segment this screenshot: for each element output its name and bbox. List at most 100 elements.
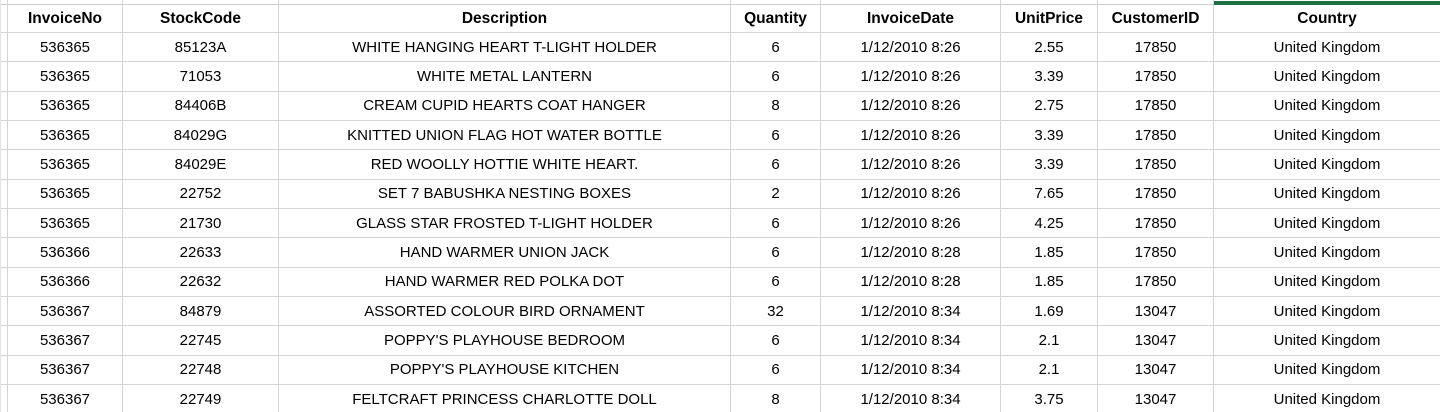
cell-unitprice[interactable]: 1.85 bbox=[1001, 267, 1098, 298]
cell-country[interactable]: United Kingdom bbox=[1214, 62, 1440, 92]
cell-customerid[interactable]: 17850 bbox=[1098, 150, 1214, 180]
cell-unitprice[interactable]: 2.55 bbox=[1001, 33, 1098, 63]
cell-quantity[interactable]: 6 bbox=[731, 355, 821, 386]
cell-quantity[interactable]: 32 bbox=[731, 297, 821, 327]
cell-unitprice[interactable]: 7.65 bbox=[1001, 179, 1098, 210]
cell-quantity[interactable]: 2 bbox=[731, 179, 821, 210]
cell-country[interactable]: United Kingdom bbox=[1214, 238, 1440, 268]
cell-quantity[interactable]: 6 bbox=[731, 267, 821, 298]
cell-invoicedate[interactable]: 1/12/2010 8:34 bbox=[821, 385, 1001, 412]
cell-quantity[interactable]: 6 bbox=[731, 326, 821, 356]
cell-invoicedate[interactable]: 1/12/2010 8:26 bbox=[821, 91, 1001, 122]
cell-stockcode[interactable]: 85123A bbox=[123, 33, 279, 63]
cell-invoiceno[interactable]: 536366 bbox=[8, 267, 123, 298]
cell-stockcode[interactable]: 84879 bbox=[123, 297, 279, 327]
header-cell-unitprice[interactable]: UnitPrice bbox=[1001, 5, 1098, 33]
cell-description[interactable]: CREAM CUPID HEARTS COAT HANGER bbox=[279, 91, 731, 122]
cell-invoicedate[interactable]: 1/12/2010 8:26 bbox=[821, 209, 1001, 239]
cell-country[interactable]: United Kingdom bbox=[1214, 179, 1440, 210]
cell-country[interactable]: United Kingdom bbox=[1214, 121, 1440, 151]
cell-invoicedate[interactable]: 1/12/2010 8:26 bbox=[821, 121, 1001, 151]
cell-description[interactable]: SET 7 BABUSHKA NESTING BOXES bbox=[279, 179, 731, 210]
cell-description[interactable]: KNITTED UNION FLAG HOT WATER BOTTLE bbox=[279, 121, 731, 151]
cell-customerid[interactable]: 13047 bbox=[1098, 326, 1214, 356]
cell-stockcode[interactable]: 21730 bbox=[123, 209, 279, 239]
cell-invoiceno[interactable]: 536365 bbox=[8, 150, 123, 180]
cell-unitprice[interactable]: 1.69 bbox=[1001, 297, 1098, 327]
cell-customerid[interactable]: 17850 bbox=[1098, 62, 1214, 92]
cell-country[interactable]: United Kingdom bbox=[1214, 326, 1440, 356]
cell-stockcode[interactable]: 84029E bbox=[123, 150, 279, 180]
cell-stockcode[interactable]: 84406B bbox=[123, 91, 279, 122]
cell-customerid[interactable]: 13047 bbox=[1098, 355, 1214, 386]
cell-customerid[interactable]: 17850 bbox=[1098, 238, 1214, 268]
cell-description[interactable]: HAND WARMER UNION JACK bbox=[279, 238, 731, 268]
cell-description[interactable]: GLASS STAR FROSTED T-LIGHT HOLDER bbox=[279, 209, 731, 239]
cell-quantity[interactable]: 6 bbox=[731, 209, 821, 239]
cell-unitprice[interactable]: 2.1 bbox=[1001, 355, 1098, 386]
cell-stockcode[interactable]: 22745 bbox=[123, 326, 279, 356]
cell-customerid[interactable]: 17850 bbox=[1098, 267, 1214, 298]
cell-quantity[interactable]: 6 bbox=[731, 238, 821, 268]
cell-invoiceno[interactable]: 536367 bbox=[8, 326, 123, 356]
cell-unitprice[interactable]: 3.75 bbox=[1001, 385, 1098, 412]
cell-unitprice[interactable]: 3.39 bbox=[1001, 121, 1098, 151]
cell-invoiceno[interactable]: 536367 bbox=[8, 297, 123, 327]
cell-unitprice[interactable]: 2.1 bbox=[1001, 326, 1098, 356]
cell-customerid[interactable]: 17850 bbox=[1098, 209, 1214, 239]
header-cell-invoicedate[interactable]: InvoiceDate bbox=[821, 5, 1001, 33]
cell-invoicedate[interactable]: 1/12/2010 8:26 bbox=[821, 179, 1001, 210]
cell-country[interactable]: United Kingdom bbox=[1214, 91, 1440, 122]
cell-invoicedate[interactable]: 1/12/2010 8:34 bbox=[821, 326, 1001, 356]
cell-description[interactable]: ASSORTED COLOUR BIRD ORNAMENT bbox=[279, 297, 731, 327]
cell-country[interactable]: United Kingdom bbox=[1214, 355, 1440, 386]
cell-country[interactable]: United Kingdom bbox=[1214, 267, 1440, 298]
cell-stockcode[interactable]: 22633 bbox=[123, 238, 279, 268]
cell-country[interactable]: United Kingdom bbox=[1214, 150, 1440, 180]
header-cell-description[interactable]: Description bbox=[279, 5, 731, 33]
cell-invoicedate[interactable]: 1/12/2010 8:26 bbox=[821, 33, 1001, 63]
cell-stockcode[interactable]: 22749 bbox=[123, 385, 279, 412]
cell-customerid[interactable]: 17850 bbox=[1098, 91, 1214, 122]
cell-stockcode[interactable]: 84029G bbox=[123, 121, 279, 151]
cell-invoicedate[interactable]: 1/12/2010 8:28 bbox=[821, 267, 1001, 298]
cell-description[interactable]: WHITE METAL LANTERN bbox=[279, 62, 731, 92]
header-cell-quantity[interactable]: Quantity bbox=[731, 5, 821, 33]
cell-invoiceno[interactable]: 536365 bbox=[8, 121, 123, 151]
cell-description[interactable]: FELTCRAFT PRINCESS CHARLOTTE DOLL bbox=[279, 385, 731, 412]
cell-unitprice[interactable]: 4.25 bbox=[1001, 209, 1098, 239]
cell-description[interactable]: RED WOOLLY HOTTIE WHITE HEART. bbox=[279, 150, 731, 180]
cell-quantity[interactable]: 8 bbox=[731, 385, 821, 412]
cell-invoiceno[interactable]: 536366 bbox=[8, 238, 123, 268]
cell-invoiceno[interactable]: 536367 bbox=[8, 385, 123, 412]
cell-invoiceno[interactable]: 536365 bbox=[8, 91, 123, 122]
cell-country[interactable]: United Kingdom bbox=[1214, 209, 1440, 239]
cell-customerid[interactable]: 13047 bbox=[1098, 385, 1214, 412]
cell-customerid[interactable]: 17850 bbox=[1098, 33, 1214, 63]
cell-quantity[interactable]: 8 bbox=[731, 91, 821, 122]
header-cell-stockcode[interactable]: StockCode bbox=[123, 5, 279, 33]
cell-customerid[interactable]: 17850 bbox=[1098, 179, 1214, 210]
cell-quantity[interactable]: 6 bbox=[731, 33, 821, 63]
cell-invoiceno[interactable]: 536367 bbox=[8, 355, 123, 386]
cell-stockcode[interactable]: 22632 bbox=[123, 267, 279, 298]
cell-country[interactable]: United Kingdom bbox=[1214, 33, 1440, 63]
header-cell-invoiceno[interactable]: InvoiceNo bbox=[8, 5, 123, 33]
cell-invoiceno[interactable]: 536365 bbox=[8, 33, 123, 63]
cell-stockcode[interactable]: 22752 bbox=[123, 179, 279, 210]
cell-invoiceno[interactable]: 536365 bbox=[8, 209, 123, 239]
cell-invoicedate[interactable]: 1/12/2010 8:34 bbox=[821, 355, 1001, 386]
cell-description[interactable]: POPPY'S PLAYHOUSE BEDROOM bbox=[279, 326, 731, 356]
cell-invoiceno[interactable]: 536365 bbox=[8, 62, 123, 92]
cell-customerid[interactable]: 17850 bbox=[1098, 121, 1214, 151]
cell-quantity[interactable]: 6 bbox=[731, 62, 821, 92]
cell-invoicedate[interactable]: 1/12/2010 8:28 bbox=[821, 238, 1001, 268]
cell-unitprice[interactable]: 3.39 bbox=[1001, 62, 1098, 92]
cell-unitprice[interactable]: 2.75 bbox=[1001, 91, 1098, 122]
cell-invoicedate[interactable]: 1/12/2010 8:34 bbox=[821, 297, 1001, 327]
cell-invoicedate[interactable]: 1/12/2010 8:26 bbox=[821, 62, 1001, 92]
cell-quantity[interactable]: 6 bbox=[731, 150, 821, 180]
header-cell-customerid[interactable]: CustomerID bbox=[1098, 5, 1214, 33]
cell-unitprice[interactable]: 3.39 bbox=[1001, 150, 1098, 180]
header-cell-country[interactable]: Country bbox=[1214, 5, 1440, 33]
